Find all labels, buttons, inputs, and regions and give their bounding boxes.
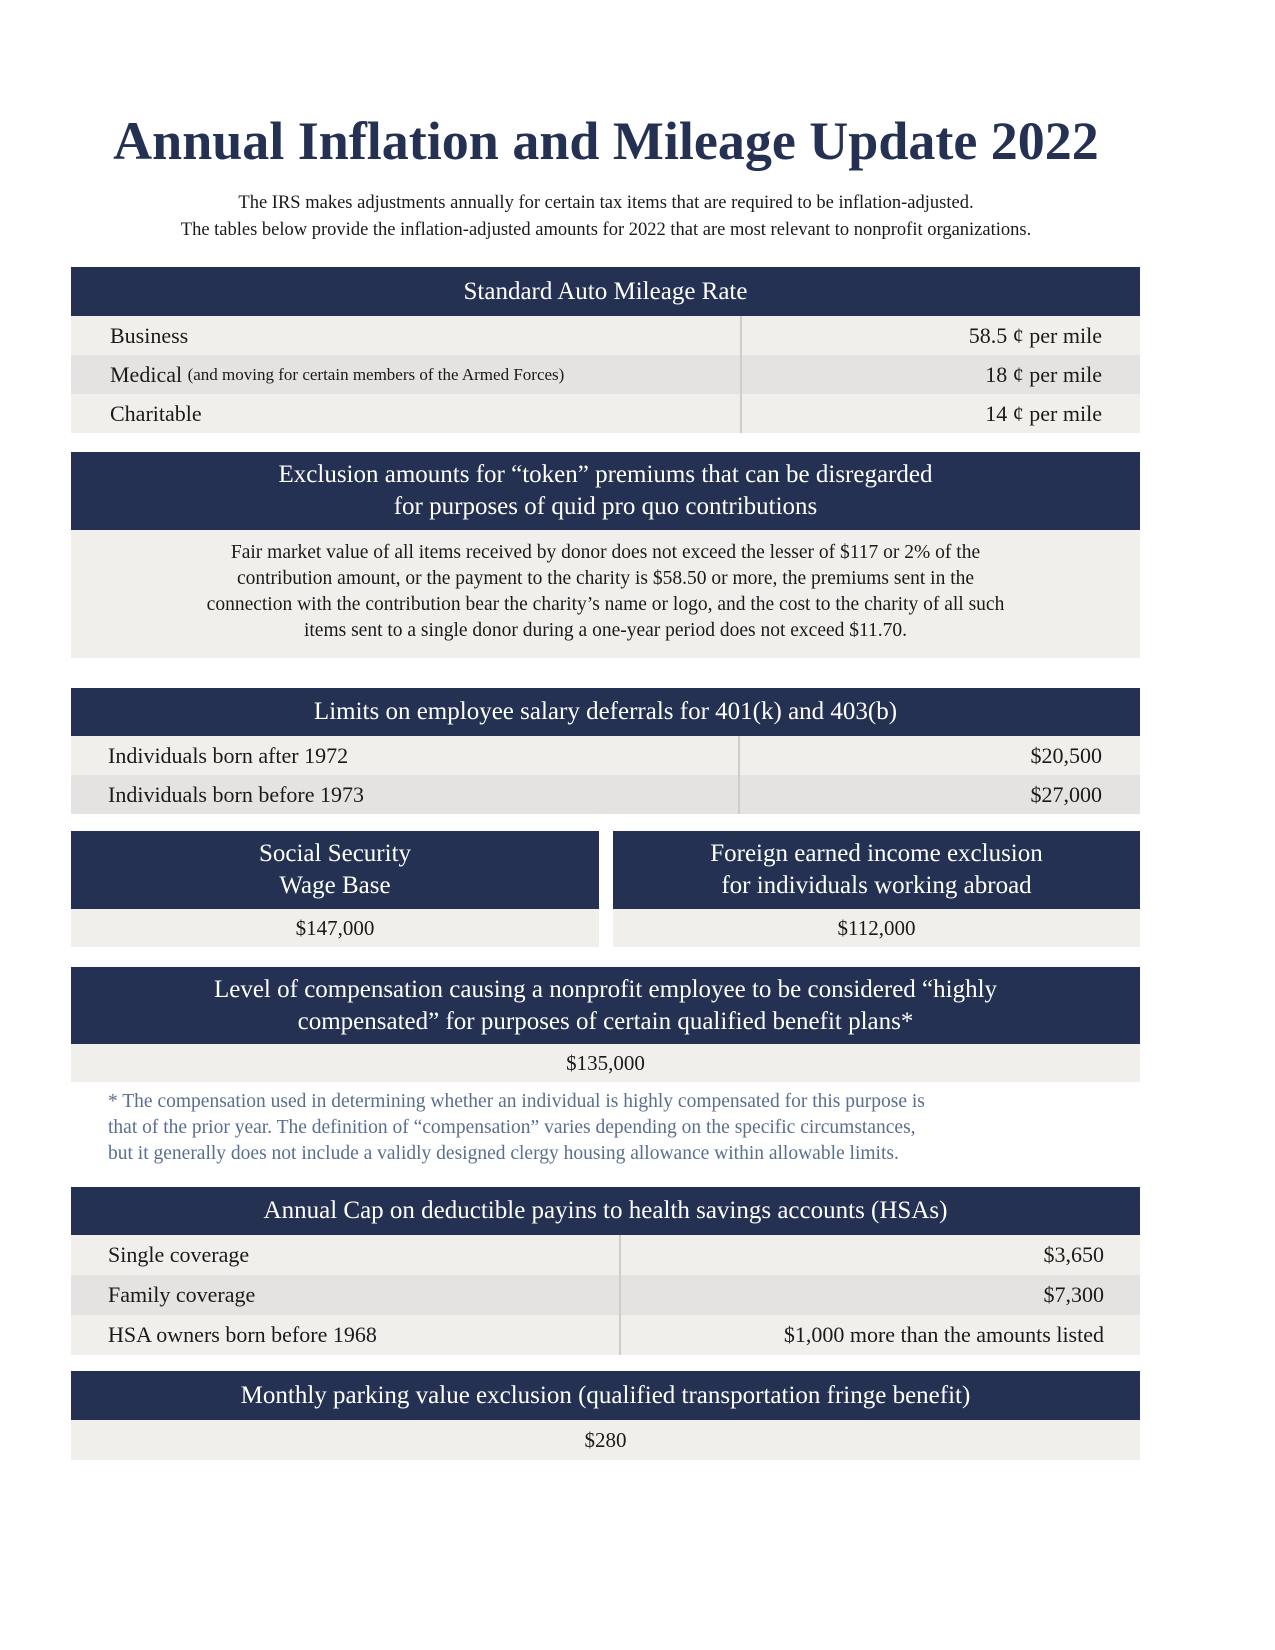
hsa-header: Annual Cap on deductible payins to healt… (71, 1187, 1140, 1235)
label-text: Medical (110, 361, 183, 387)
foreign-header: Foreign earned income exclusion for indi… (613, 831, 1140, 909)
header-line: for individuals working abroad (721, 872, 1032, 899)
header-line: Level of compensation causing a nonprofi… (213, 975, 998, 1003)
mileage-header: Standard Auto Mileage Rate (71, 267, 1140, 316)
body-line: contribution amount, or the payment to t… (236, 568, 975, 589)
table-row: Single coverage $3,650 (71, 1235, 1140, 1275)
ss-header: Social Security Wage Base (71, 831, 599, 909)
hsa-table: Annual Cap on deductible payins to healt… (71, 1187, 1140, 1355)
row-value: 18 ¢ per mile (985, 361, 1102, 387)
row-label: Individuals born before 1973 (71, 775, 740, 814)
header-line: Social Security (258, 840, 412, 867)
parking-section: Monthly parking value exclusion (qualifi… (71, 1371, 1140, 1460)
token-header: Exclusion amounts for “token” premiums t… (71, 452, 1140, 530)
table-row: Individuals born after 1972 $20,500 (71, 736, 1140, 775)
row-value: $7,300 (1043, 1282, 1105, 1307)
deferrals-table: Limits on employee salary deferrals for … (71, 688, 1140, 814)
page-title: Annual Inflation and Mileage Update 2022 (113, 111, 1099, 171)
row-label: Individuals born after 1972 (71, 736, 740, 775)
parking-header: Monthly parking value exclusion (qualifi… (71, 1371, 1140, 1420)
token-section: Exclusion amounts for “token” premiums t… (71, 452, 1140, 658)
foreign-value: $112,000 (613, 909, 1140, 947)
body-line: connection with the contribution bear th… (206, 594, 1005, 615)
row-label: Charitable (71, 394, 742, 433)
table-row: Family coverage $7,300 (71, 1275, 1140, 1315)
row-value: 58.5 ¢ per mile (968, 322, 1102, 348)
table-row: Medical (and moving for certain members … (71, 355, 1140, 394)
row-value: $3,650 (1043, 1242, 1105, 1267)
note-line: that of the prior year. The definition o… (108, 1117, 916, 1138)
table-row: Charitable 14 ¢ per mile (71, 394, 1140, 433)
table-row: HSA owners born before 1968 $1,000 more t… (71, 1315, 1140, 1355)
header-line: compensated” for purposes of certain qua… (297, 1007, 914, 1035)
row-label: HSA owners born before 1968 (71, 1315, 621, 1355)
foreign-income-exclusion: Foreign earned income exclusion for indi… (613, 831, 1140, 947)
token-body: Fair market value of all items received … (71, 530, 1140, 658)
table-row: Individuals born before 1973 $27,000 (71, 775, 1140, 814)
hce-header: Level of compensation causing a nonprofi… (71, 967, 1140, 1044)
row-label: Medical (and moving for certain members … (71, 355, 742, 394)
header-line: Exclusion amounts for “token” premiums t… (278, 461, 933, 488)
body-line: items sent to a single donor during a on… (303, 620, 908, 641)
row-value: $1,000 more than the amounts listed (783, 1322, 1104, 1347)
row-label: Business (71, 316, 742, 355)
header-line: Wage Base (279, 872, 391, 899)
note-line: but it generally does not include a vali… (108, 1143, 899, 1164)
hce-section: Level of compensation causing a nonprofi… (71, 967, 1140, 1082)
hce-value: $135,000 (71, 1044, 1140, 1082)
row-value: 14 ¢ per mile (985, 400, 1102, 426)
row-label: Family coverage (71, 1275, 621, 1315)
header-line: Foreign earned income exclusion (710, 840, 1043, 867)
mileage-table: Standard Auto Mileage Rate Business 58.5 … (71, 267, 1140, 433)
label-text: Business (110, 322, 189, 348)
row-label: Single coverage (71, 1235, 621, 1275)
header-line: for purposes of quid pro quo contributio… (393, 493, 818, 520)
note-line: * The compensation used in determining w… (108, 1091, 925, 1112)
hce-footnote: * The compensation used in determining w… (108, 1089, 1148, 1167)
label-note: (and moving for certain members of the A… (187, 364, 565, 384)
ss-wage-base: Social Security Wage Base $147,000 (71, 831, 599, 947)
intro-text: The IRS makes adjustments annually for c… (0, 190, 1212, 244)
intro-line: The IRS makes adjustments annually for c… (238, 193, 974, 213)
intro-line: The tables below provide the inflation-a… (180, 220, 1032, 240)
row-value: $20,500 (1030, 742, 1103, 768)
parking-value: $280 (71, 1420, 1140, 1460)
deferrals-header: Limits on employee salary deferrals for … (71, 688, 1140, 736)
body-line: Fair market value of all items received … (230, 542, 981, 563)
table-row: Business 58.5 ¢ per mile (71, 316, 1140, 355)
ss-value: $147,000 (71, 909, 599, 947)
label-text: Charitable (110, 400, 202, 426)
row-value: $27,000 (1030, 781, 1103, 807)
